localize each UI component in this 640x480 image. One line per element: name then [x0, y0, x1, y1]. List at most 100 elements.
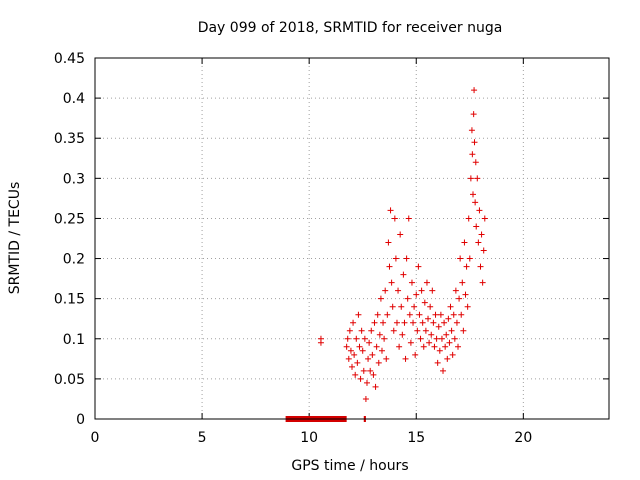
data-point: [467, 175, 474, 182]
data-point: [358, 327, 365, 334]
data-point: [444, 355, 451, 362]
data-point: [431, 343, 438, 350]
data-point: [392, 255, 399, 262]
data-point: [396, 343, 403, 350]
x-tick-label: 20: [514, 430, 532, 446]
data-point: [478, 231, 485, 238]
data-point: [417, 335, 424, 342]
data-point: [471, 139, 478, 146]
data-point: [462, 291, 469, 298]
data-point: [451, 335, 458, 342]
data-point: [347, 347, 354, 354]
data-point: [401, 319, 408, 326]
data-point: [458, 311, 465, 318]
data-point: [362, 395, 369, 402]
data-point: [436, 347, 443, 354]
grid-layer: [95, 58, 609, 419]
data-point: [418, 287, 425, 294]
data-point: [470, 111, 477, 118]
data-point: [475, 239, 482, 246]
data-point: [449, 351, 456, 358]
y-tick-label: 0.35: [54, 131, 85, 147]
data-point: [415, 263, 422, 270]
data-point: [435, 323, 442, 330]
data-point: [477, 263, 484, 270]
data-point: [407, 339, 414, 346]
data-point: [378, 347, 385, 354]
data-point: [398, 303, 405, 310]
data-point: [363, 379, 370, 386]
data-point: [357, 375, 364, 382]
data-point: [420, 343, 427, 350]
data-point: [387, 207, 394, 214]
data-point: [472, 159, 479, 166]
data-point: [404, 295, 411, 302]
data-point: [370, 371, 377, 378]
data-point: [456, 295, 463, 302]
data-point: [345, 355, 352, 362]
y-tick-label: 0.45: [54, 51, 85, 67]
data-point: [440, 367, 447, 374]
data-point: [360, 367, 367, 374]
data-point: [382, 287, 389, 294]
data-point: [447, 303, 454, 310]
data-point: [480, 247, 487, 254]
data-point: [438, 335, 445, 342]
data-point: [433, 335, 440, 342]
data-point: [412, 351, 419, 358]
data-point: [429, 287, 436, 294]
data-point: [368, 327, 375, 334]
data-point: [359, 347, 366, 354]
data-point: [400, 271, 407, 278]
data-point: [350, 319, 357, 326]
data-point: [388, 279, 395, 286]
data-point: [351, 351, 358, 358]
data-point: [437, 311, 444, 318]
data-point: [463, 263, 470, 270]
data-point: [356, 343, 363, 350]
data-point: [384, 311, 391, 318]
data-point: [425, 315, 432, 322]
plot-frame: [94, 57, 610, 420]
data-point: [416, 311, 423, 318]
data-point: [422, 327, 429, 334]
data-point: [446, 339, 453, 346]
data-point: [372, 383, 379, 390]
data-point: [354, 359, 361, 366]
data-point: [383, 355, 390, 362]
x-tick-label: 15: [407, 430, 425, 446]
data-point: [380, 319, 387, 326]
data-point: [371, 319, 378, 326]
data-point: [427, 303, 434, 310]
data-point: [385, 239, 392, 246]
data-point: [432, 311, 439, 318]
y-tick-label: 0.2: [63, 252, 85, 268]
data-point: [459, 279, 466, 286]
y-tick-label: 0.3: [63, 171, 85, 187]
data-point: [317, 335, 324, 342]
y-tick-label: 0.15: [54, 292, 85, 308]
y-tick-label: 0.25: [54, 211, 85, 227]
data-point: [414, 327, 421, 334]
data-point: [479, 279, 486, 286]
points-layer: [317, 87, 488, 402]
x-tick-label: 0: [91, 430, 100, 446]
data-point: [461, 239, 468, 246]
data-point: [406, 311, 413, 318]
data-point: [369, 351, 376, 358]
data-point: [393, 319, 400, 326]
data-point: [423, 279, 430, 286]
data-point: [474, 175, 481, 182]
data-point: [473, 223, 480, 230]
y-tick-label: 0: [76, 412, 85, 428]
y-axis-label: SRMTID / TECUs: [7, 182, 23, 295]
data-point: [472, 199, 479, 206]
data-point: [343, 343, 350, 350]
data-point: [426, 339, 433, 346]
data-point: [395, 287, 402, 294]
data-point: [375, 359, 382, 366]
data-point: [457, 255, 464, 262]
data-point: [373, 343, 380, 350]
data-point: [469, 151, 476, 158]
